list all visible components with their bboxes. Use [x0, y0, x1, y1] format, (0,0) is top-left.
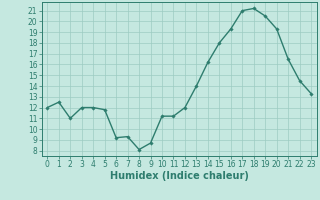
X-axis label: Humidex (Indice chaleur): Humidex (Indice chaleur) — [110, 171, 249, 181]
